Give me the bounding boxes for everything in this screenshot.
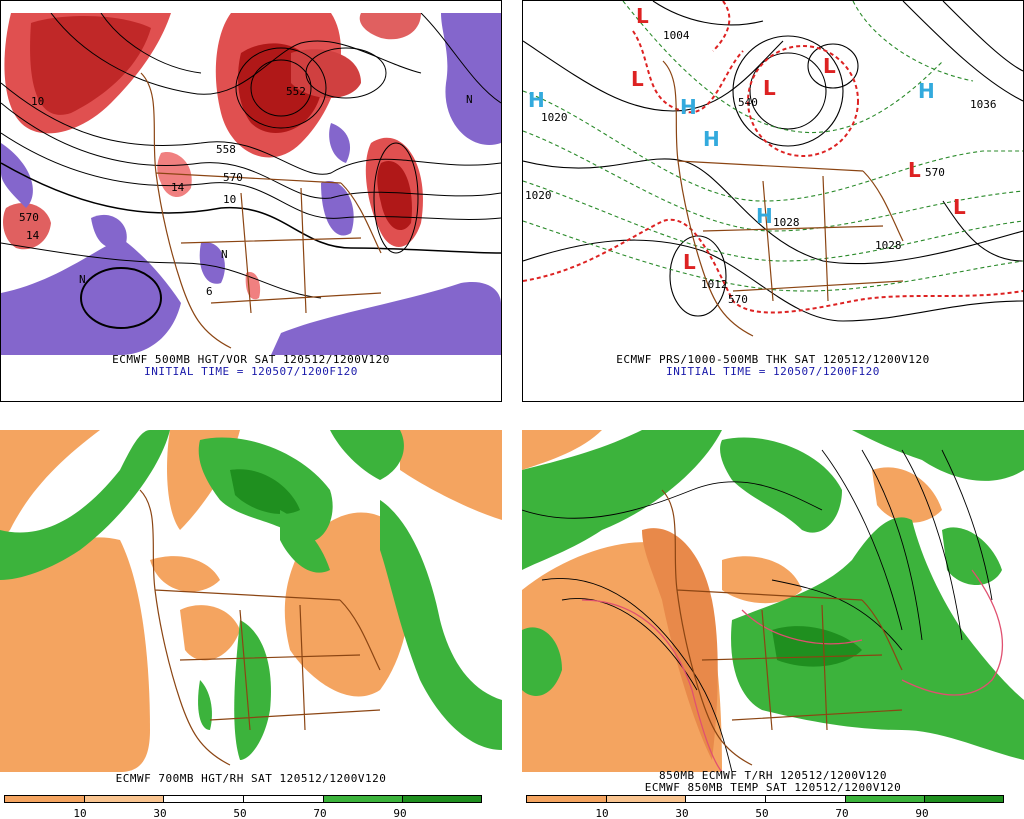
- svg-text:10: 10: [223, 193, 236, 206]
- panel-850mb-t-rh: 850MB ECMWF T/RH 120512/1200V120 ECMWF 8…: [522, 430, 1024, 819]
- svg-text:H: H: [680, 95, 697, 119]
- panel-700mb-hgt-rh: ECMWF 700MB HGT/RH SAT 120512/1200V120 1…: [0, 430, 502, 819]
- svg-text:L: L: [631, 67, 644, 91]
- svg-text:L: L: [953, 195, 966, 219]
- high-pressure-marker: H: [528, 88, 545, 112]
- svg-text:L: L: [683, 250, 696, 274]
- svg-text:14: 14: [26, 229, 40, 242]
- scale-tick: 10: [595, 807, 609, 819]
- map-prs-thk: H H H H H L L L L L L L 1020 1020 1036 1…: [523, 1, 1023, 355]
- svg-text:H: H: [756, 204, 773, 228]
- svg-text:14: 14: [171, 181, 185, 194]
- svg-text:N: N: [79, 273, 86, 286]
- svg-text:1020: 1020: [525, 189, 552, 202]
- svg-text:L: L: [823, 54, 836, 78]
- svg-text:1028: 1028: [773, 216, 800, 229]
- contour-label: 570: [223, 171, 243, 184]
- scale-tick: 50: [233, 807, 247, 819]
- scale-tick: 70: [313, 807, 327, 819]
- svg-text:L: L: [908, 158, 921, 182]
- svg-text:552: 552: [286, 85, 306, 98]
- rh-color-scale: [4, 795, 482, 803]
- svg-text:540: 540: [738, 96, 758, 109]
- scale-tick: 90: [393, 807, 407, 819]
- svg-text:10: 10: [31, 95, 44, 108]
- panel-frame: [0, 0, 502, 402]
- svg-text:558: 558: [216, 143, 236, 156]
- scale-tick: 30: [675, 807, 689, 819]
- rh-color-scale: [526, 795, 1004, 803]
- svg-text:1012: 1012: [701, 278, 728, 291]
- caption-title: ECMWF 500MB HGT/VOR SAT 120512/1200V120: [112, 353, 390, 366]
- scale-tick: 30: [153, 807, 167, 819]
- scale-tick: 10: [73, 807, 87, 819]
- map-850mb: [522, 430, 1024, 772]
- caption-title: ECMWF PRS/1000-500MB THK SAT 120512/1200…: [616, 353, 930, 366]
- scale-tick: 70: [835, 807, 849, 819]
- svg-text:L: L: [763, 76, 776, 100]
- svg-text:1004: 1004: [663, 29, 690, 42]
- map-500mb: 570 570 552 558 14 14 10 10 6 N N N: [1, 13, 501, 355]
- svg-text:1020: 1020: [541, 111, 568, 124]
- caption-title: ECMWF 700MB HGT/RH SAT 120512/1200V120: [115, 772, 387, 785]
- svg-text:570: 570: [728, 293, 748, 306]
- caption-title: 850MB ECMWF T/RH 120512/1200V120: [659, 769, 887, 782]
- svg-text:N: N: [466, 93, 473, 106]
- map-700mb: [0, 430, 502, 772]
- caption-subtitle: ECMWF 850MB TEMP SAT 120512/1200V120: [644, 781, 902, 794]
- svg-text:6: 6: [206, 285, 213, 298]
- scale-tick: 90: [915, 807, 929, 819]
- svg-text:H: H: [703, 127, 720, 151]
- caption-initial-time: INITIAL TIME = 120507/1200F120: [144, 365, 358, 378]
- svg-text:N: N: [221, 248, 228, 261]
- scale-tick: 50: [755, 807, 769, 819]
- svg-text:1036: 1036: [970, 98, 997, 111]
- svg-text:570: 570: [19, 211, 39, 224]
- low-pressure-marker: L: [636, 4, 649, 28]
- panel-prs-thk: H H H H H L L L L L L L 1020 1020 1036 1…: [522, 0, 1024, 402]
- panel-500mb-hgt-vor: 570 570 552 558 14 14 10 10 6 N N N ECMW…: [0, 0, 502, 402]
- svg-text:1028: 1028: [875, 239, 902, 252]
- svg-text:H: H: [918, 79, 935, 103]
- caption-initial-time: INITIAL TIME = 120507/1200F120: [666, 365, 880, 378]
- svg-text:570: 570: [925, 166, 945, 179]
